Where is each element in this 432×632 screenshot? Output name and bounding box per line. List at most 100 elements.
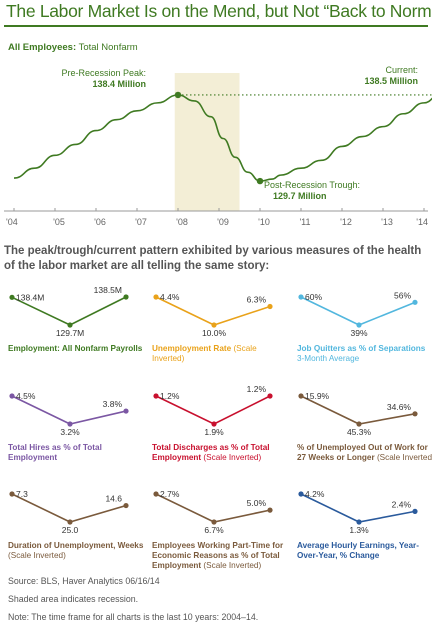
metric-panel: 7.3 25.0 14.6 Duration of Unemployment, Wee… bbox=[4, 484, 144, 580]
metric-trough-point bbox=[211, 421, 217, 427]
metric-trough-point bbox=[356, 519, 362, 525]
metric-trough-point bbox=[67, 322, 73, 328]
metric-peak-point bbox=[153, 294, 159, 300]
metric-trough-point bbox=[67, 519, 73, 525]
metric-scale-note: (Scale Inverted) bbox=[8, 551, 66, 560]
metric-trough-label: 3.2% bbox=[60, 427, 80, 437]
metric-title-text: Job Quitters as % of Separations bbox=[297, 344, 426, 353]
metric-trough-label: 25.0 bbox=[62, 525, 79, 535]
x-tick-label: '14 bbox=[416, 217, 428, 227]
metric-current-label: 34.6% bbox=[387, 402, 412, 412]
metric-panel: 60% 39% 56% Job Quitters as % of Separation… bbox=[293, 287, 429, 383]
metric-current-label: 138.5M bbox=[94, 287, 122, 295]
metric-sparkline: 138.4M 129.7M 138.5M bbox=[9, 287, 129, 338]
metric-panel: 2.7% 6.7% 5.0% Employees Working Part-Time … bbox=[148, 484, 284, 580]
source-note: Source: BLS, Haver Analytics 06/16/14 bbox=[8, 576, 160, 586]
metric-scale-note: (Scale Inverted) bbox=[376, 453, 432, 462]
metric-panel: 138.4M 129.7M 138.5M Employment: All Nonfar… bbox=[4, 287, 142, 383]
metric-current-point bbox=[123, 408, 129, 414]
metric-peak-point bbox=[298, 393, 304, 399]
metric-current-label: 3.8% bbox=[103, 399, 123, 409]
metric-sparkline: 4.5% 3.2% 3.8% bbox=[9, 391, 129, 437]
x-tick-label: '06 bbox=[94, 217, 106, 227]
metric-subtitle: 3-Month Average bbox=[297, 354, 360, 363]
metric-trough-label: 6.7% bbox=[204, 525, 224, 535]
metric-scale-note: (Scale Inverted) bbox=[152, 344, 257, 363]
metric-peak-point bbox=[9, 491, 15, 497]
metric-sparkline: 1.2% 1.9% 1.2% bbox=[153, 386, 273, 437]
metric-scale-note: (Scale Inverted) bbox=[203, 561, 262, 570]
metric-title-text: % of Unemployed Out of Work for 27 Weeks… bbox=[297, 443, 428, 462]
metric-panel: 15.9% 45.3% 34.6% % of Unemployed Out of Wo… bbox=[293, 386, 432, 482]
metric-peak-label: 4.5% bbox=[16, 391, 36, 401]
metric-trough-label: 1.3% bbox=[349, 525, 369, 535]
metric-trough-point bbox=[211, 322, 217, 328]
title-rule bbox=[4, 25, 428, 27]
x-tick-label: '09 bbox=[217, 217, 229, 227]
main-subtitle-bold: All Employees: bbox=[8, 42, 77, 53]
current-annotation-value: 138.5 Million bbox=[364, 76, 418, 86]
metric-title-text: Duration of Unemployment, Weeks bbox=[8, 541, 144, 550]
metric-scale-note: (Scale Inverted) bbox=[203, 453, 262, 462]
metric-trough-point bbox=[356, 421, 362, 427]
metric-trough-point bbox=[211, 519, 217, 525]
x-tick-label: '07 bbox=[135, 217, 147, 227]
timeframe-note: Note: The time frame for all charts is t… bbox=[8, 612, 259, 622]
peak-annotation-label: Pre-Recession Peak: bbox=[61, 68, 146, 78]
metric-peak-label: 138.4M bbox=[16, 292, 44, 302]
metric-title: Job Quitters as % of Separations bbox=[297, 344, 432, 354]
nonfarm-employment-line bbox=[13, 94, 432, 182]
metric-peak-label: 60% bbox=[305, 292, 322, 302]
metric-current-point bbox=[123, 502, 129, 509]
metric-title: Total Discharges as % of Total Employmen… bbox=[152, 443, 290, 463]
x-tick-label: '12 bbox=[340, 217, 352, 227]
metric-peak-label: 7.3 bbox=[16, 489, 28, 499]
metric-current-point bbox=[412, 411, 418, 417]
main-chart-subtitle: All Employees: Total Nonfarm bbox=[8, 42, 138, 53]
metric-trough-label: 1.9% bbox=[204, 427, 224, 437]
metric-title-text: Average Hourly Earnings, Year-Over-Year,… bbox=[297, 541, 419, 560]
shading-note: Shaded area indicates recession. bbox=[8, 594, 139, 604]
metric-peak-point bbox=[153, 491, 159, 497]
metric-title: Employees Working Part-Time for Economic… bbox=[152, 541, 290, 571]
metric-trough-point bbox=[67, 421, 73, 427]
x-tick-label: '05 bbox=[53, 217, 65, 227]
chart-title: The Labor Market Is on the Mend, but Not… bbox=[6, 1, 432, 21]
peak-point bbox=[174, 91, 182, 99]
metric-trough-point bbox=[356, 322, 362, 328]
metric-trough-label: 129.7M bbox=[56, 328, 84, 338]
metric-current-point bbox=[412, 299, 418, 305]
trough-point bbox=[256, 177, 264, 185]
metric-title-text: Total Hires as % of Total Employment bbox=[8, 443, 102, 462]
metric-current-label: 6.3% bbox=[247, 295, 267, 305]
metric-sparkline: 2.7% 6.7% 5.0% bbox=[153, 489, 273, 535]
metric-title-text: Unemployment Rate bbox=[152, 344, 234, 353]
x-tick-label: '10 bbox=[258, 217, 270, 227]
metric-peak-label: 15.9% bbox=[305, 391, 330, 401]
metric-title: Average Hourly Earnings, Year-Over-Year,… bbox=[297, 541, 432, 561]
metric-sparkline: 15.9% 45.3% 34.6% bbox=[298, 391, 418, 437]
metric-sparkline: 60% 39% 56% bbox=[298, 290, 418, 338]
recession-shading bbox=[174, 73, 240, 211]
metric-panel: 4.4% 10.0% 6.3% Unemployment Rate (Scale In… bbox=[148, 287, 284, 383]
metric-current-label: 14.6 bbox=[105, 494, 122, 504]
metric-current-point bbox=[412, 508, 418, 514]
metric-current-label: 56% bbox=[394, 290, 411, 300]
current-annotation-label: Current: bbox=[385, 65, 418, 75]
metric-current-point bbox=[123, 294, 129, 300]
metric-title: Total Hires as % of Total Employment bbox=[8, 443, 146, 463]
metric-panel: 4.2% 1.3% 2.4% Average Hourly Earnings, Yea… bbox=[293, 484, 429, 580]
metric-current-point bbox=[267, 507, 273, 513]
footer: Source: BLS, Haver Analytics 06/16/14 Sh… bbox=[8, 572, 258, 626]
metric-peak-point bbox=[298, 491, 304, 497]
metric-current-point bbox=[267, 393, 273, 399]
metric-title: % of Unemployed Out of Work for 27 Weeks… bbox=[297, 443, 432, 463]
metric-peak-label: 4.2% bbox=[305, 489, 325, 499]
metric-title-text: Total Discharges as % of Total Employmen… bbox=[152, 443, 270, 462]
x-tick-label: '11 bbox=[299, 217, 310, 227]
metric-sparkline: 4.4% 10.0% 6.3% bbox=[153, 292, 273, 338]
metric-panel: 1.2% 1.9% 1.2% Total Discharges as % of Tot… bbox=[148, 386, 284, 482]
metric-trough-label: 45.3% bbox=[347, 427, 372, 437]
main-subtitle-rest: Total Nonfarm bbox=[76, 42, 138, 53]
metric-peak-label: 1.2% bbox=[160, 391, 180, 401]
